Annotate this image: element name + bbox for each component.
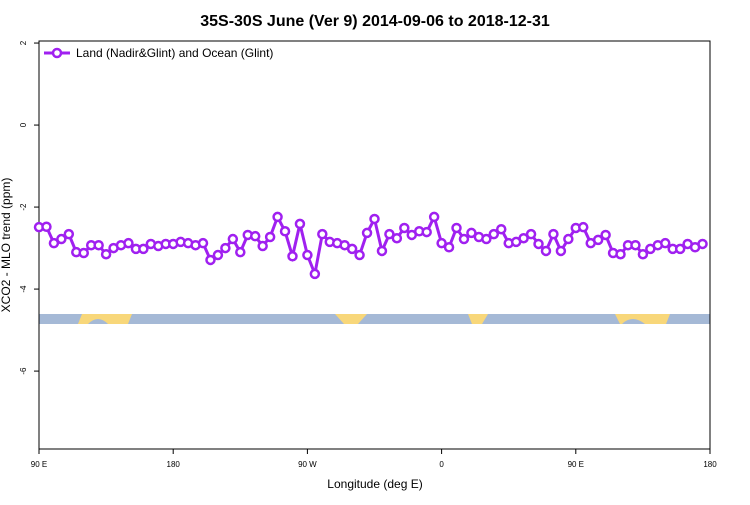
y-axis-label: XCO2 - MLO trend (ppm) xyxy=(0,178,13,313)
data-point xyxy=(294,218,306,230)
data-point xyxy=(317,228,328,240)
data-point xyxy=(138,243,149,255)
data-point xyxy=(674,243,686,255)
y-tick-label: 2 xyxy=(19,40,28,45)
data-point xyxy=(257,240,268,252)
x-tick-label: 180 xyxy=(703,460,717,469)
data-point xyxy=(302,249,313,261)
data-point xyxy=(264,231,276,243)
data-point xyxy=(212,249,224,261)
data-point xyxy=(533,238,544,250)
x-tick-label: 90 E xyxy=(31,460,47,469)
data-point xyxy=(354,249,365,261)
x-tick-label: 0 xyxy=(439,460,444,469)
data-point xyxy=(384,228,395,240)
y-tick-label: 0 xyxy=(19,122,28,127)
data-point xyxy=(197,237,209,249)
legend-marker xyxy=(51,47,63,59)
data-point xyxy=(548,228,559,240)
data-point xyxy=(287,251,298,262)
y-tick-label: -2 xyxy=(19,203,28,211)
data-point xyxy=(346,243,358,255)
data-point xyxy=(563,233,574,245)
y-tick-label: -6 xyxy=(19,367,28,375)
data-point xyxy=(518,232,529,244)
data-point xyxy=(227,233,239,245)
data-point xyxy=(309,268,321,280)
data-point xyxy=(369,213,380,225)
plot-frame xyxy=(38,40,711,450)
chart-title: 35S-30S June (Ver 9) 2014-09-06 to 2018-… xyxy=(200,13,550,30)
legend-label: Land (Nadir&Glint) and Ocean (Glint) xyxy=(76,46,273,60)
data-point xyxy=(123,237,134,249)
data-point xyxy=(421,226,432,238)
data-point xyxy=(376,245,388,257)
y-tick-label: -4 xyxy=(19,285,28,293)
data-point xyxy=(63,228,75,240)
data-point xyxy=(451,222,462,234)
data-point xyxy=(399,222,410,234)
x-tick-label: 180 xyxy=(167,460,181,469)
data-point xyxy=(578,221,589,233)
data-point xyxy=(637,248,649,260)
data-point xyxy=(488,228,500,240)
x-tick-label: 90 E xyxy=(568,460,584,469)
data-point xyxy=(495,223,507,235)
data-point xyxy=(361,227,373,239)
data-point xyxy=(220,242,231,254)
x-tick-label: 90 W xyxy=(298,460,317,469)
data-point xyxy=(525,228,537,240)
data-point xyxy=(391,232,403,244)
map-strip xyxy=(39,314,710,324)
data-point xyxy=(78,247,89,259)
data-point xyxy=(436,237,447,249)
data-point xyxy=(600,229,611,241)
data-point xyxy=(592,234,604,246)
data-point xyxy=(56,233,67,245)
data-point xyxy=(100,248,112,260)
data-point xyxy=(630,239,641,251)
data-point xyxy=(93,239,104,251)
x-axis-label: Longitude (deg E) xyxy=(327,477,422,491)
data-point xyxy=(481,233,492,245)
data-point xyxy=(235,246,246,258)
data-point xyxy=(428,211,440,223)
data-point xyxy=(272,211,283,223)
data-point xyxy=(41,221,52,233)
data-point xyxy=(249,230,261,242)
data-point xyxy=(458,233,470,245)
data-point xyxy=(697,238,708,250)
data-point xyxy=(205,254,216,266)
data-point xyxy=(443,242,455,253)
data-point xyxy=(555,245,567,257)
data-point xyxy=(279,226,291,237)
data-point xyxy=(540,245,552,257)
data-point xyxy=(615,248,626,260)
data-point xyxy=(660,237,671,249)
data-point xyxy=(48,237,60,249)
data-point xyxy=(466,227,477,239)
legend: Land (Nadir&Glint) and Ocean (Glint) xyxy=(44,46,273,60)
